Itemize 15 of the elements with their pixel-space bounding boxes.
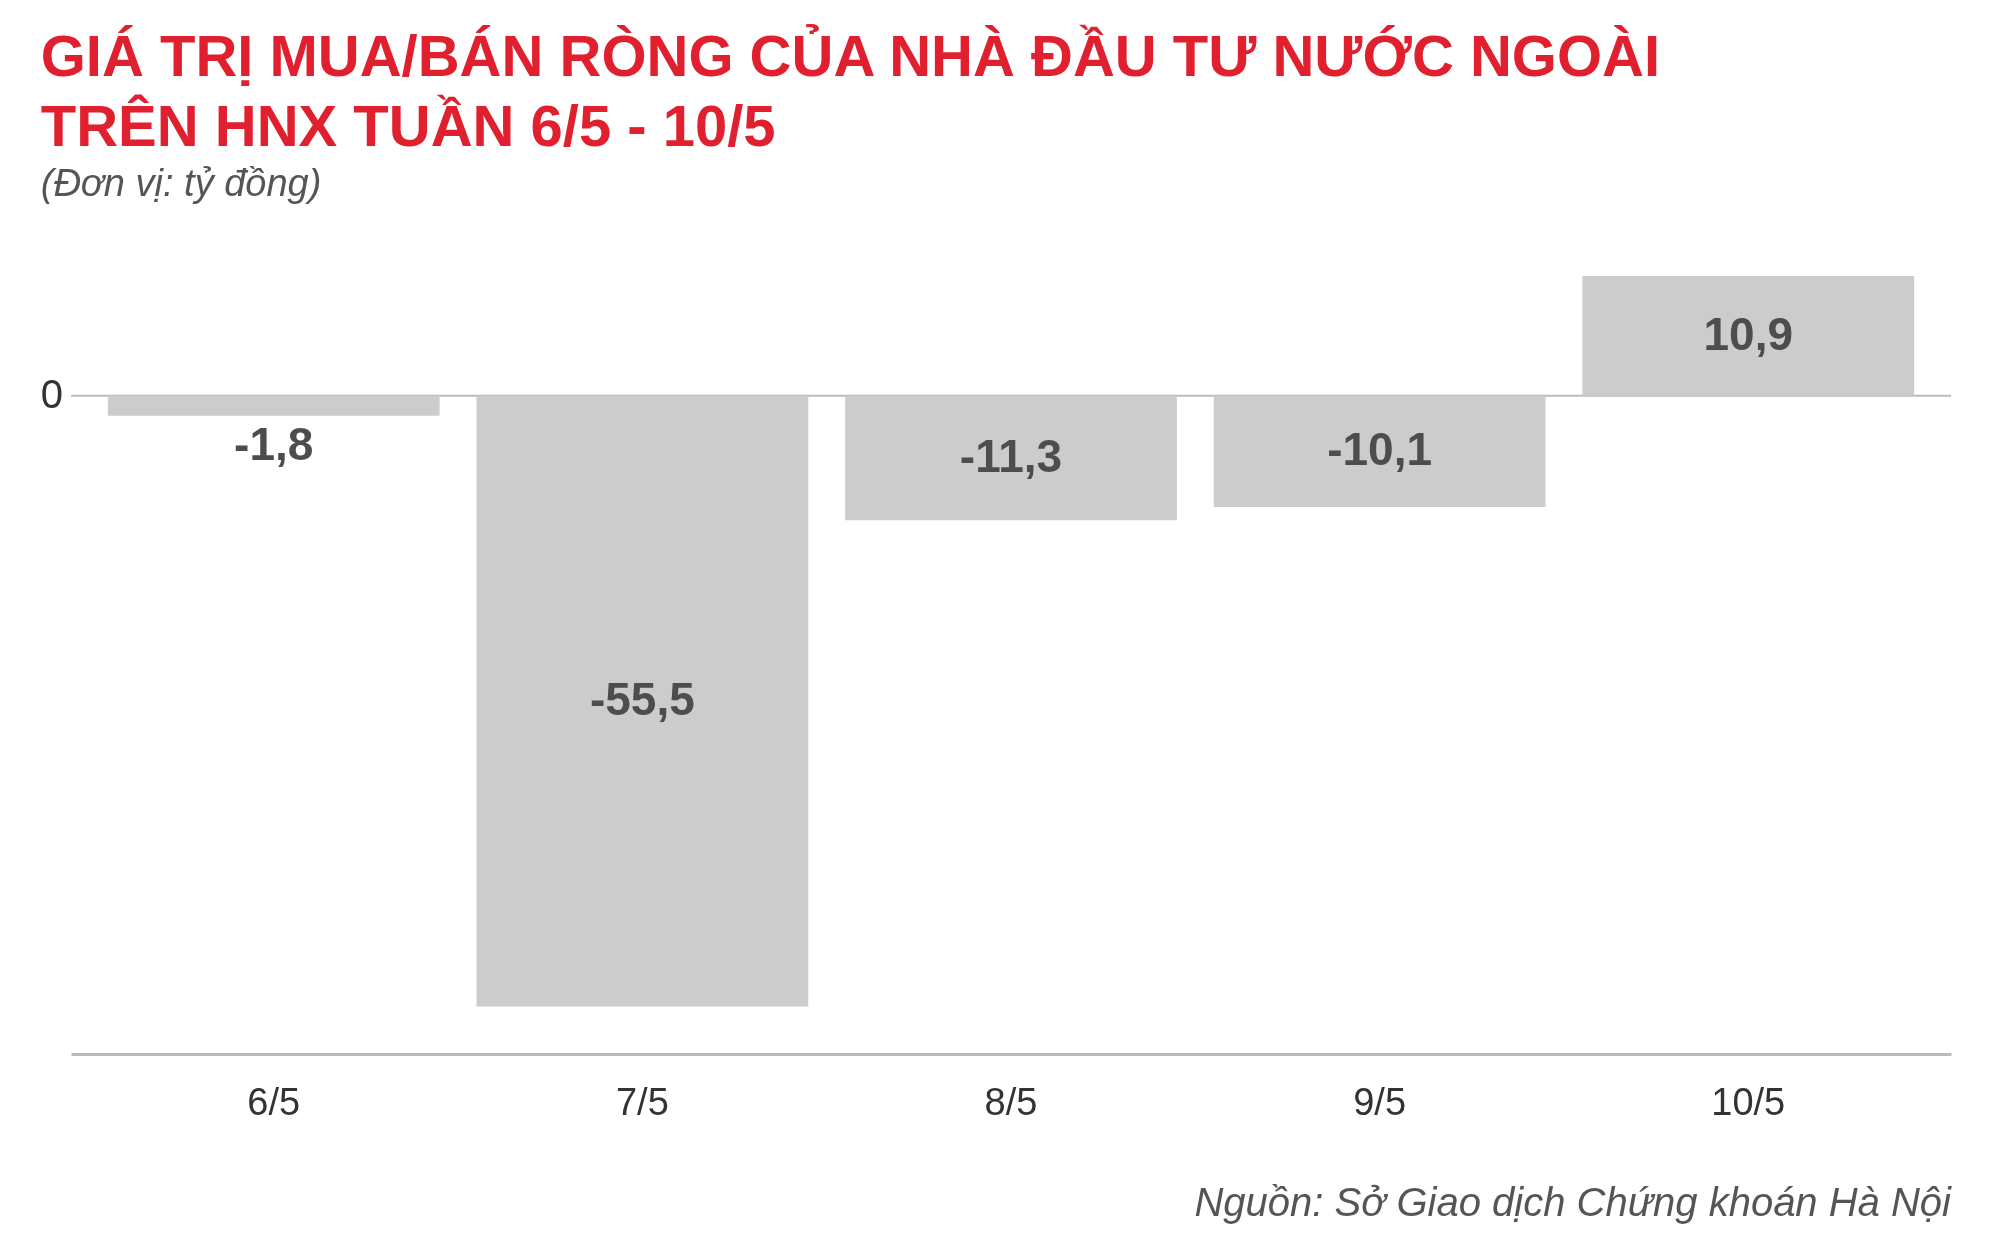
data-label: -55,5 [589, 673, 695, 726]
data-label: -1,8 [234, 417, 314, 470]
ref-line-label: 0 [40, 371, 63, 416]
x-tick-label: 6/5 [247, 1080, 301, 1123]
data-label: 10,9 [1703, 307, 1794, 360]
text: TRÊN HNX TUẦN 6/5 - 10/5 [40, 93, 776, 158]
text: Nguồn: Sở Giao dịch Chứng khoán Hà Nội [1194, 1180, 1953, 1224]
text: GIÁ TRỊ MUA/BÁN RÒNG CỦA NHÀ ĐẦU TƯ NƯỚC NGOÀI [40, 23, 1661, 88]
x-tick-label: 8/5 [984, 1080, 1038, 1123]
x-tick-label: 10/5 [1711, 1080, 1786, 1123]
data-label: -11,3 [959, 430, 1063, 483]
x-tick-label: 7/5 [615, 1080, 669, 1123]
x-tick-label: 9/5 [1353, 1080, 1407, 1123]
data-label: -10,1 [1327, 423, 1433, 476]
chart-subtitle: (Đơn vị: tỷ đồng) [40, 162, 322, 204]
